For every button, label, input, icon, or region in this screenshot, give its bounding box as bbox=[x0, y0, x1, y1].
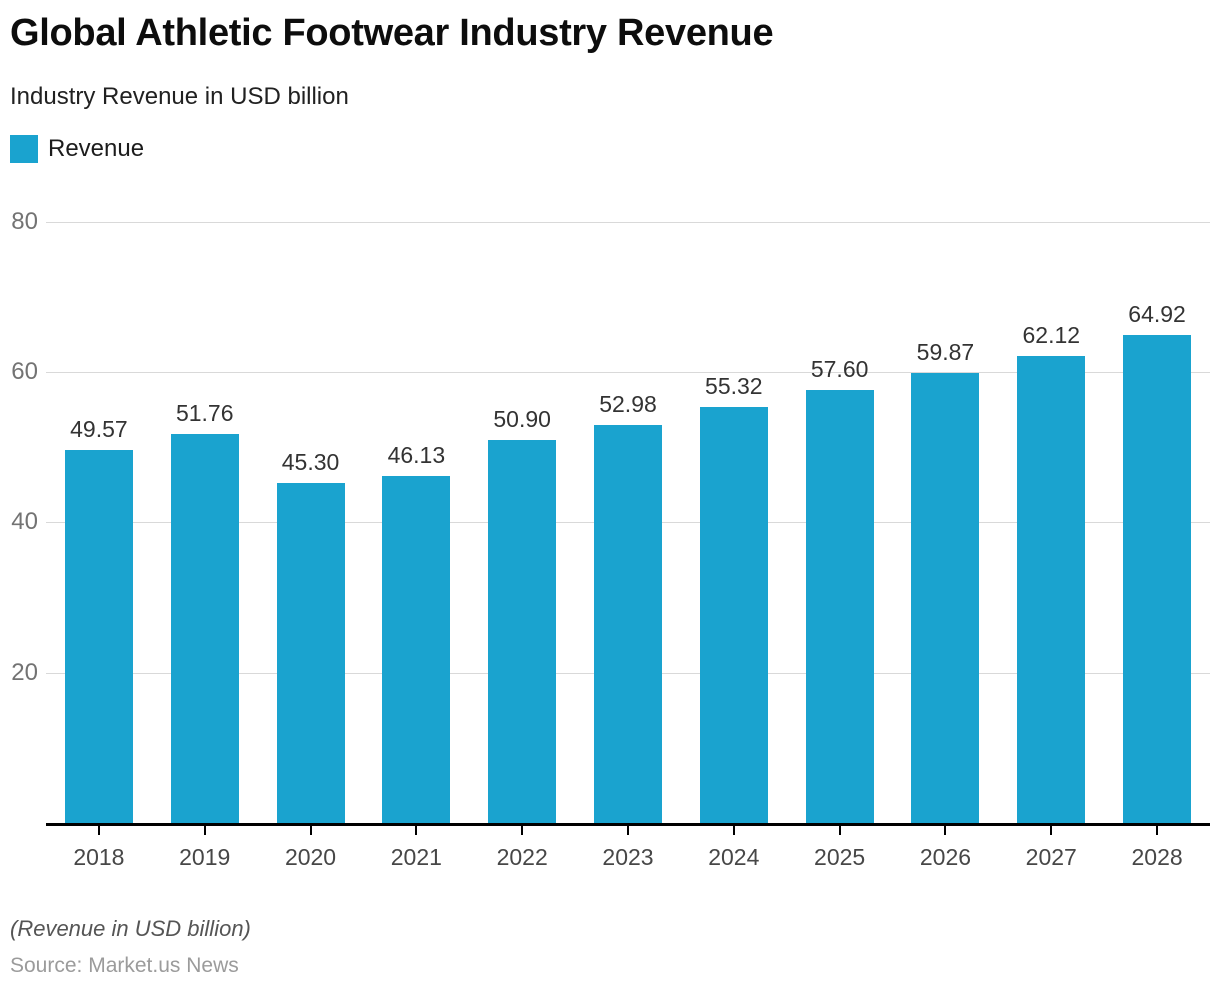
x-axis-tick-2026 bbox=[944, 826, 947, 835]
x-axis-tick-2025 bbox=[838, 826, 841, 835]
bar-2019[interactable] bbox=[170, 434, 239, 823]
bar-value-label-2023: 52.98 bbox=[599, 390, 657, 417]
chart-subtitle: Industry Revenue in USD billion bbox=[10, 83, 349, 110]
bar-value-label-2025: 57.60 bbox=[810, 356, 869, 383]
bar-2020[interactable] bbox=[276, 482, 345, 823]
bar-2018[interactable] bbox=[64, 450, 133, 823]
y-axis-label-80: 80 bbox=[11, 207, 38, 235]
legend: Revenue bbox=[10, 135, 144, 163]
legend-swatch-icon bbox=[10, 135, 38, 163]
bar-value-label-2019: 51.76 bbox=[175, 400, 234, 427]
x-axis-tick-2023 bbox=[627, 826, 629, 835]
x-axis-label-2026: 2026 bbox=[919, 844, 972, 870]
bar-value-label-2022: 50.90 bbox=[493, 406, 551, 433]
x-axis-label-2023: 2023 bbox=[602, 844, 654, 870]
y-axis-label-20: 20 bbox=[11, 658, 38, 686]
x-axis-label-2024: 2024 bbox=[708, 844, 760, 870]
x-axis-tick-2028 bbox=[1156, 826, 1159, 835]
footnote: (Revenue in USD billion) bbox=[10, 916, 251, 941]
bar-2026[interactable] bbox=[911, 373, 980, 823]
gridline-80 bbox=[46, 221, 1210, 223]
bar-value-label-2021: 46.13 bbox=[387, 442, 446, 469]
x-axis-tick-2024 bbox=[732, 826, 735, 835]
bar-value-label-2018: 49.57 bbox=[70, 416, 128, 443]
page-title: Global Athletic Footwear Industry Revenu… bbox=[10, 12, 774, 54]
bar-2028[interactable] bbox=[1123, 335, 1192, 823]
x-axis-label-2025: 2025 bbox=[814, 844, 866, 870]
bar-2025[interactable] bbox=[805, 390, 874, 823]
y-axis-label-60: 60 bbox=[11, 358, 38, 386]
x-axis-label-2028: 2028 bbox=[1131, 844, 1183, 870]
x-axis-label-2021: 2021 bbox=[390, 844, 442, 870]
bar-value-label-2027: 62.12 bbox=[1022, 322, 1081, 349]
x-axis-tick-2021 bbox=[415, 826, 418, 835]
bar-2023[interactable] bbox=[594, 424, 662, 823]
x-axis-tick-2019 bbox=[203, 826, 206, 835]
legend-item-revenue[interactable]: Revenue bbox=[48, 135, 145, 162]
x-axis-label-2027: 2027 bbox=[1025, 844, 1077, 870]
x-axis-label-2022: 2022 bbox=[496, 844, 548, 870]
bar-value-label-2024: 55.32 bbox=[705, 373, 763, 400]
x-axis-tick-2027 bbox=[1050, 826, 1053, 835]
bar-chart: 20 40 60 80 49.57 2018 51.76 2019 45.30 2020 46.13… bbox=[0, 200, 1220, 890]
x-axis-label-2019: 2019 bbox=[179, 844, 231, 870]
x-axis-tick-2020 bbox=[309, 826, 312, 835]
bar-value-label-2020: 45.30 bbox=[281, 448, 340, 475]
x-axis-line bbox=[46, 823, 1210, 826]
x-axis-label-2018: 2018 bbox=[73, 844, 125, 870]
source-text: Source: Market.us News bbox=[10, 954, 239, 977]
x-axis-tick-2018 bbox=[97, 826, 100, 835]
bar-2027[interactable] bbox=[1017, 356, 1086, 823]
bar-value-label-2028: 64.92 bbox=[1128, 301, 1186, 328]
x-axis-tick-2022 bbox=[521, 826, 524, 835]
bar-2022[interactable] bbox=[488, 440, 557, 823]
gridline-60 bbox=[46, 372, 1210, 374]
bar-value-label-2026: 59.87 bbox=[916, 339, 975, 366]
y-axis-label-40: 40 bbox=[11, 508, 38, 536]
bar-2021[interactable] bbox=[382, 476, 451, 823]
bar-2024[interactable] bbox=[699, 407, 768, 823]
x-axis-label-2020: 2020 bbox=[284, 844, 337, 870]
